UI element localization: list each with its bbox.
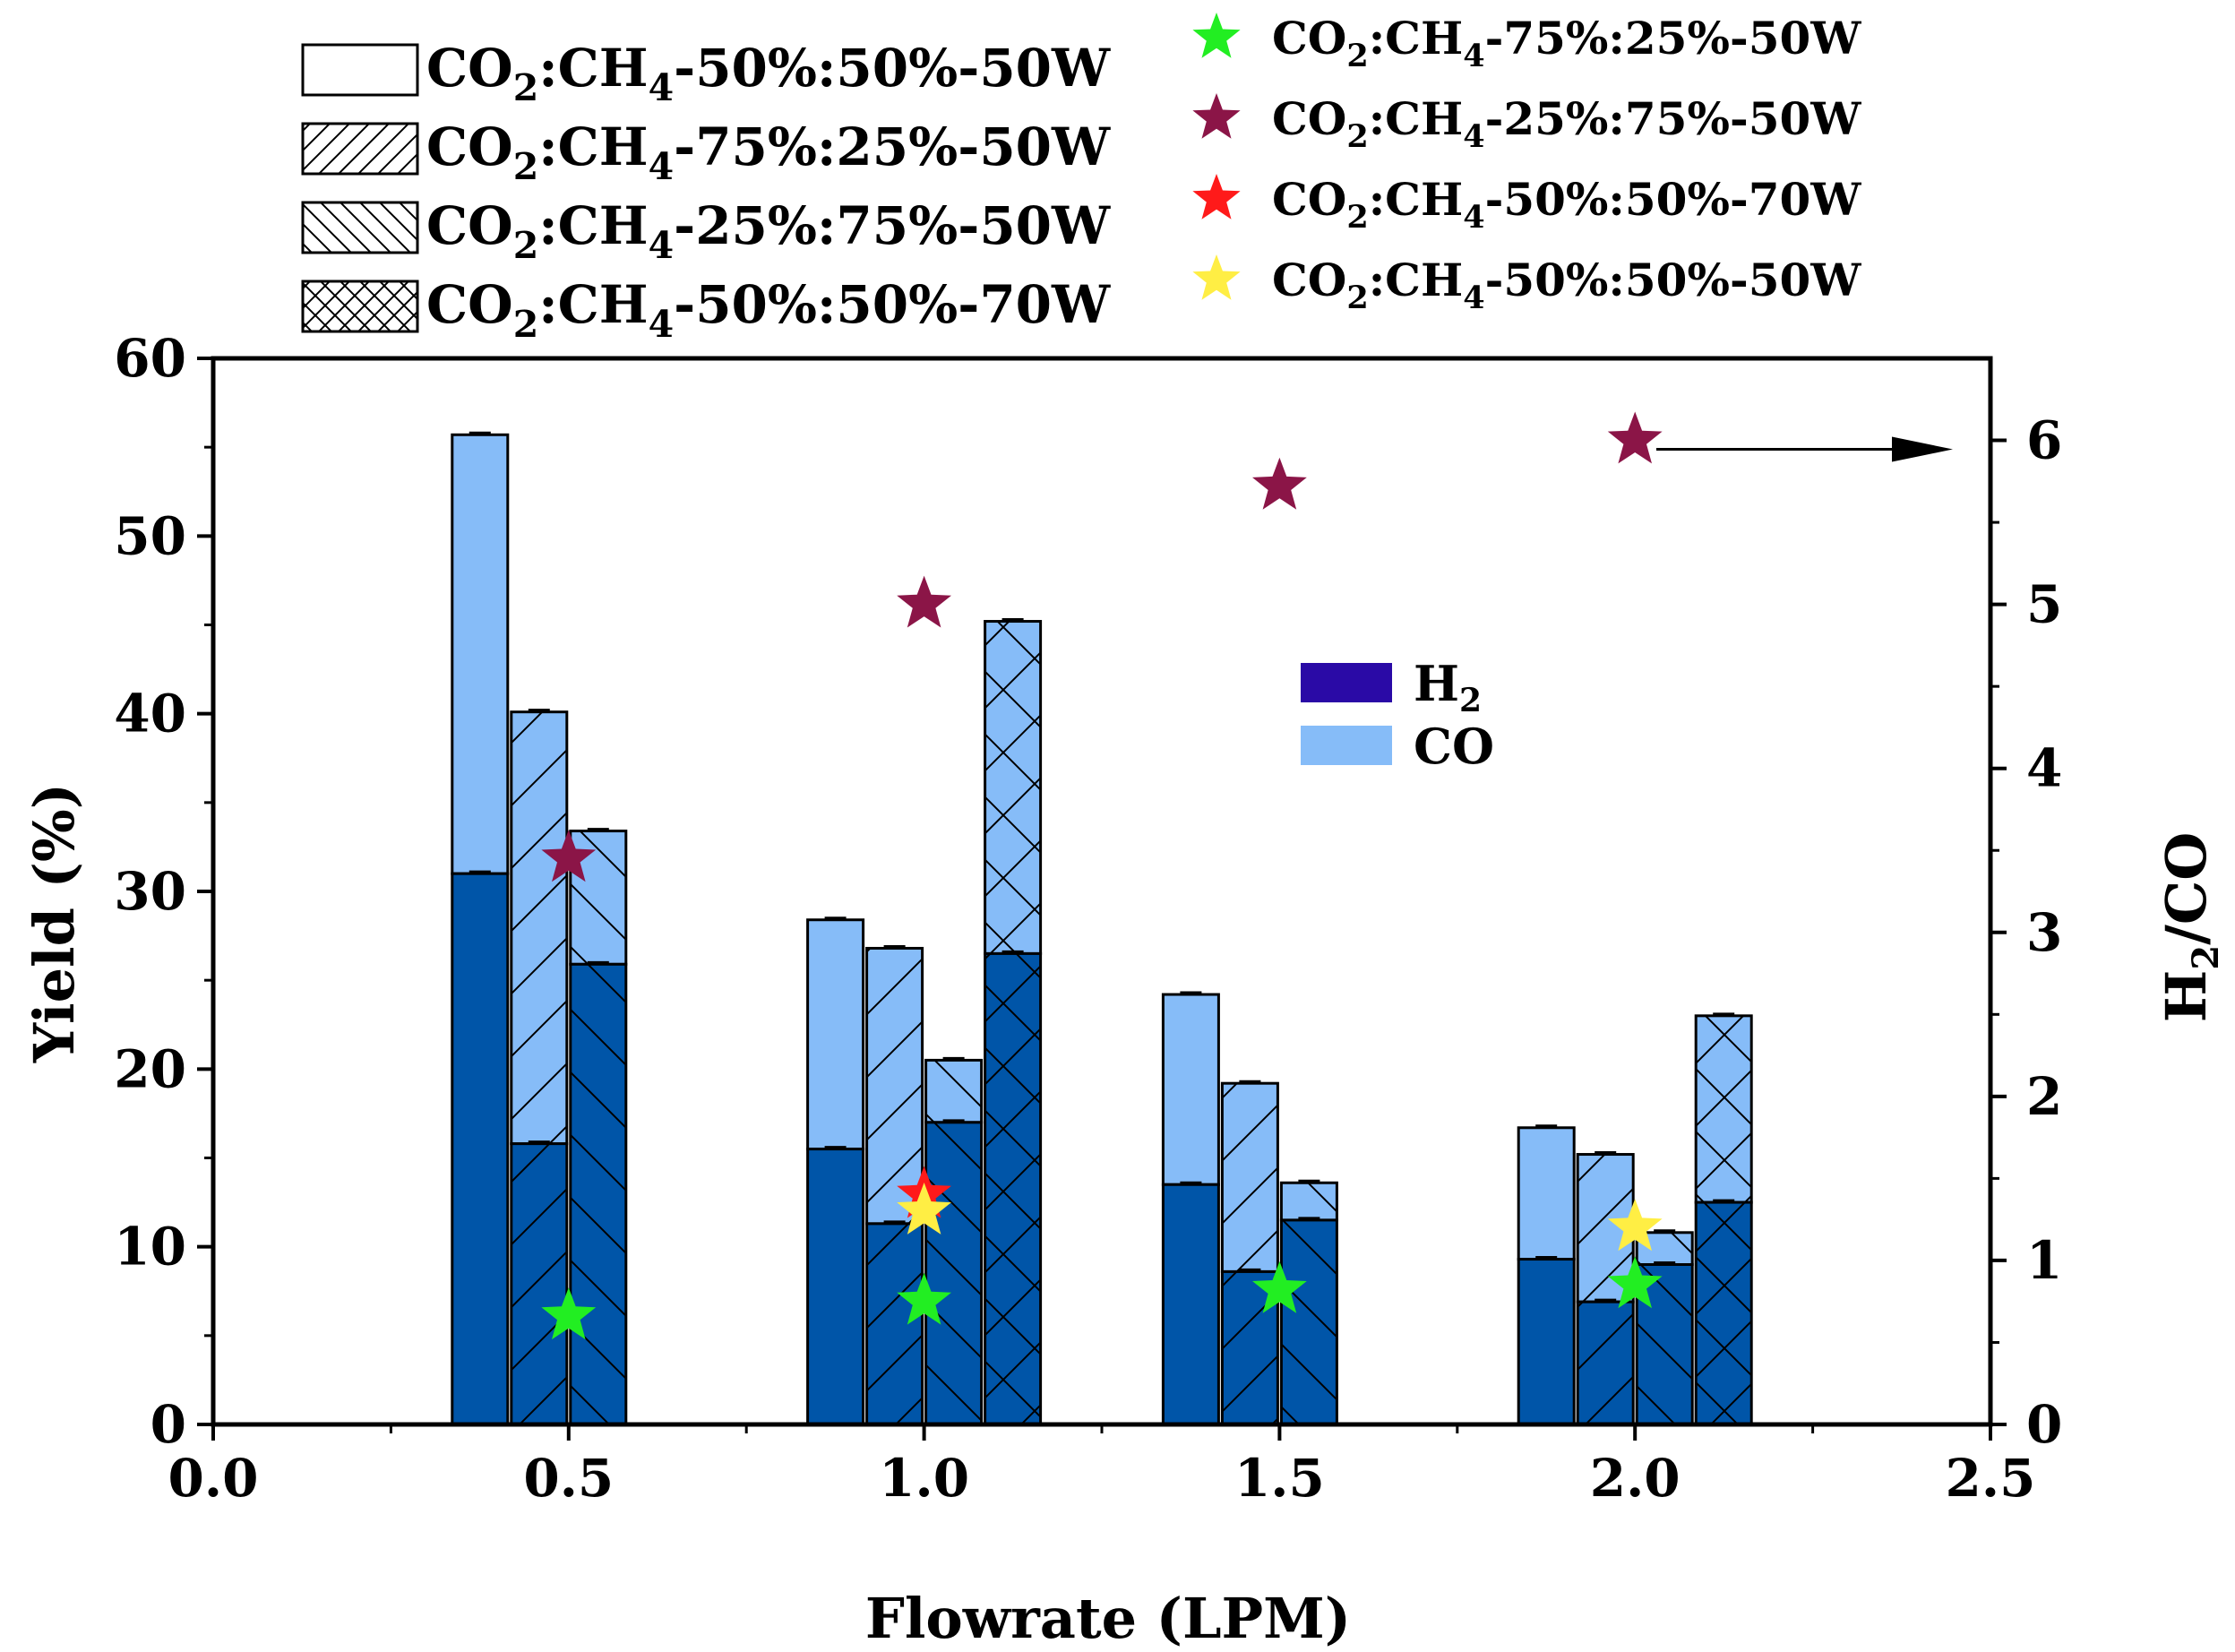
y2-tick-label: 4 <box>2026 738 2062 799</box>
arrow-head <box>1892 436 1953 462</box>
bar-co-0-2 <box>1161 993 1220 1186</box>
x-tick-label: 2.5 <box>1946 1448 2036 1509</box>
legend-swatch-0 <box>301 43 419 97</box>
bar-h2-0-1 <box>806 1148 865 1426</box>
x-tick-label: 1.0 <box>879 1448 969 1509</box>
y2-tick-label: 2 <box>2026 1066 2062 1127</box>
legend-stars: CO2:CH4-75%:25%-50W CO2:CH4-25%:75%-50W CO… <box>1192 12 1861 316</box>
legend-star-2 <box>1192 174 1241 219</box>
y2-tick-label: 1 <box>2026 1230 2062 1291</box>
y2-tick-label: 6 <box>2026 410 2062 471</box>
bar-hatch-1-2 <box>1222 1083 1278 1424</box>
bar-hatch-1-0 <box>511 711 567 1424</box>
bar-h2-0-0 <box>451 872 510 1426</box>
y2-axis-label: H2/CO <box>2153 832 2227 1022</box>
legend-swatch-2 <box>301 201 419 254</box>
bar-h2-0-3 <box>1517 1258 1576 1426</box>
legend-label-2: CO2:CH4-25%:75%-50W <box>426 195 1111 267</box>
bar-hatch-3-1 <box>1696 1015 1752 1424</box>
ratio-star-1-1 <box>897 575 951 628</box>
x-tick-label: 0.0 <box>168 1448 259 1509</box>
stars-layer <box>541 411 1953 1340</box>
bar-hatch-2-3 <box>1637 1232 1693 1424</box>
legend-star-label-2: CO2:CH4-50%:50%-70W <box>1272 173 1861 236</box>
legend-swatch-1 <box>301 122 419 176</box>
y2-axis-label-sub: 2 <box>2185 945 2227 970</box>
ratio-star-1-2 <box>1252 457 1307 510</box>
legend-stack-swatch-0 <box>1301 663 1392 702</box>
x-axis-label: Flowrate (LPM) <box>865 1586 1351 1651</box>
y-tick-label: 30 <box>114 861 186 922</box>
y2-axis-label-main: H <box>2153 970 2219 1023</box>
y2-axis-label-rest: /CO <box>2153 832 2219 945</box>
y-tick-label: 50 <box>114 505 186 566</box>
y2-tick-label: 3 <box>2026 902 2062 963</box>
ratio-star-3-0 <box>897 1183 951 1235</box>
y-axis-label: Yield (%) <box>21 783 87 1063</box>
legend-star-1 <box>1192 93 1241 139</box>
bars-layer <box>451 433 1753 1426</box>
legend-star-label-3: CO2:CH4-50%:50%-50W <box>1272 254 1861 316</box>
y2-tick-label: 5 <box>2026 574 2062 635</box>
x-tick-label: 1.5 <box>1234 1448 1325 1509</box>
legend-stack-label-1: CO <box>1414 718 1494 775</box>
bar-co-0-0 <box>451 433 510 875</box>
ratio-star-1-0 <box>541 830 597 882</box>
bar-co-0-3 <box>1517 1126 1576 1261</box>
legend-star-label-0: CO2:CH4-75%:25%-50W <box>1272 12 1861 74</box>
ratio-star-3-1 <box>1607 1199 1663 1252</box>
y-tick-label: 60 <box>114 328 186 389</box>
y2-tick-label: 0 <box>2026 1394 2062 1455</box>
bar-co-0-1 <box>806 918 865 1151</box>
bar-h2-0-2 <box>1161 1183 1220 1426</box>
x-tick-label: 2.0 <box>1590 1448 1681 1509</box>
legend-label-0: CO2:CH4-50%:50%-50W <box>426 38 1111 109</box>
ratio-star-0-1 <box>897 1272 951 1325</box>
errorbar-layer <box>468 431 1735 1302</box>
y-tick-label: 40 <box>114 684 186 744</box>
legend-label-1: CO2:CH4-75%:25%-50W <box>426 116 1111 188</box>
legend-star-3 <box>1192 254 1241 300</box>
legend-star-0 <box>1192 13 1241 58</box>
y-tick-label: 10 <box>114 1217 186 1278</box>
legend-stack-swatch-1 <box>1301 726 1392 765</box>
ratio-star-0-2 <box>1252 1261 1307 1313</box>
legend-label-3: CO2:CH4-50%:50%-70W <box>426 274 1111 346</box>
bar-hatch-2-0 <box>570 830 626 1424</box>
bar-hatch-3-0 <box>984 621 1041 1424</box>
legend-stack-label-0: H2 <box>1414 655 1482 719</box>
ratio-star-1-3 <box>1607 411 1663 464</box>
ratio-star-0-3 <box>1607 1256 1663 1309</box>
x-tick-label: 0.5 <box>523 1448 614 1509</box>
bar-hatch-2-1 <box>925 1060 982 1424</box>
ratio-star-0-0 <box>541 1287 597 1340</box>
legend-star-label-1: CO2:CH4-25%:75%-50W <box>1272 92 1861 155</box>
y-tick-label: 0 <box>150 1394 186 1455</box>
y-tick-label: 20 <box>114 1038 186 1099</box>
legend-conditions: CO2:CH4-50%:50%-50WCO2:CH4-75%:25%-50WCO… <box>301 38 1111 346</box>
legend-swatch-3 <box>301 280 419 333</box>
